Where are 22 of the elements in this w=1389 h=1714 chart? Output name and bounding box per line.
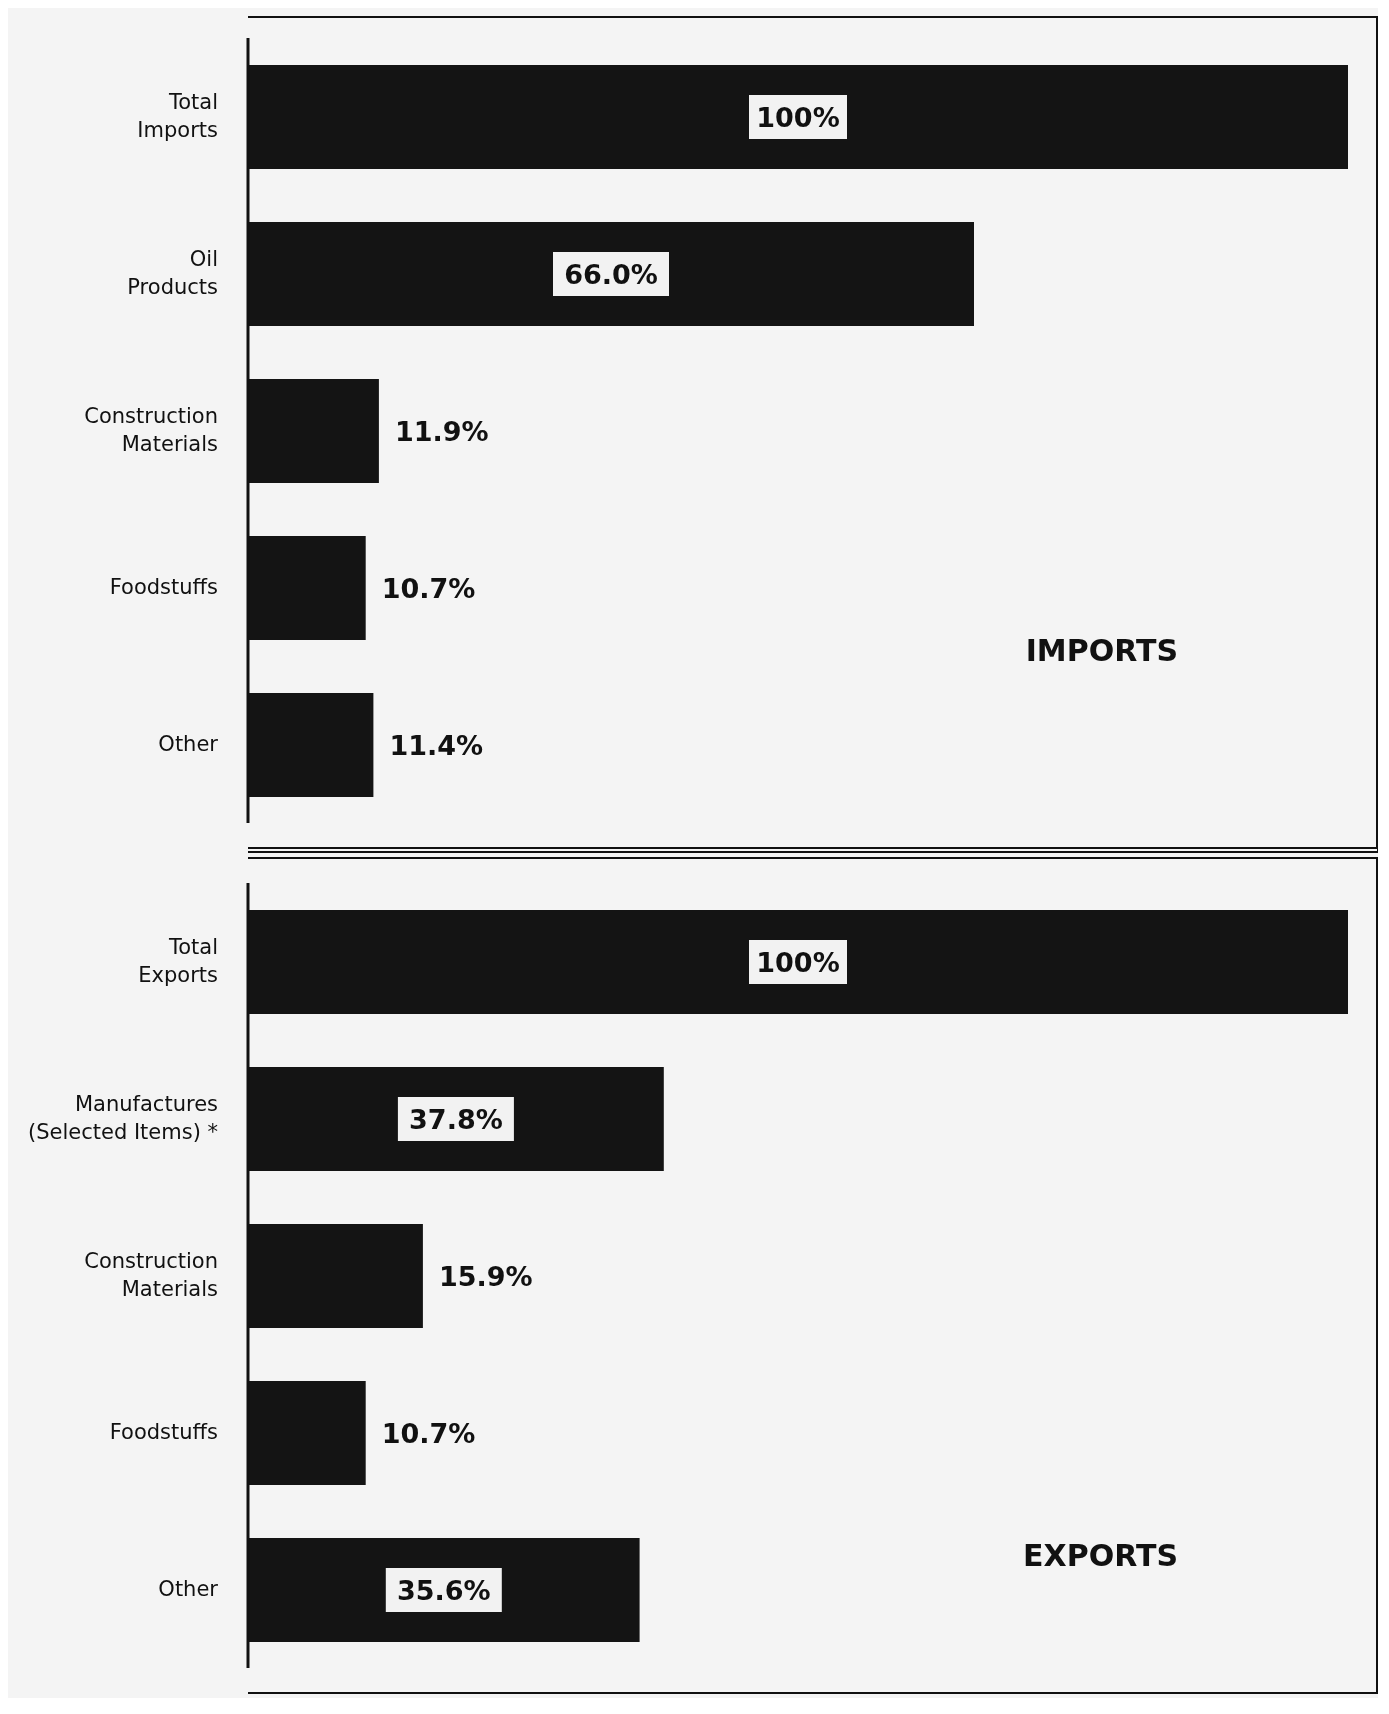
- y-tick-label: Construction Materials: [84, 1248, 218, 1301]
- data-label: 15.9%: [438, 1260, 533, 1292]
- y-tick-label: Construction Materials: [84, 403, 218, 456]
- y-tick-label: Total Exports: [138, 934, 218, 987]
- text: EXPORTS: [1023, 1538, 1178, 1573]
- data-label: 66.0%: [564, 258, 658, 290]
- data-label: 10.7%: [381, 572, 476, 604]
- y-tick-label: Foodstuffs: [109, 574, 218, 599]
- data-label: 10.7%: [381, 1417, 476, 1449]
- data-label: 11.9%: [394, 415, 489, 447]
- y-tick-label: Oil Products: [127, 246, 218, 299]
- y-tick-label: Total Imports: [137, 89, 218, 142]
- y-tick-label: Other: [158, 1576, 219, 1601]
- data-label: 11.4%: [389, 729, 484, 761]
- data-label: 37.8%: [409, 1103, 503, 1135]
- y-tick-label: Manufactures (Selected Items) *: [27, 1091, 218, 1144]
- data-label: 100%: [756, 101, 840, 133]
- y-tick-label: Other: [158, 731, 219, 756]
- y-tick-label: Foodstuffs: [109, 1419, 218, 1444]
- data-label: 100%: [756, 946, 840, 978]
- text: IMPORTS: [1025, 633, 1178, 668]
- data-label: 35.6%: [396, 1574, 491, 1606]
